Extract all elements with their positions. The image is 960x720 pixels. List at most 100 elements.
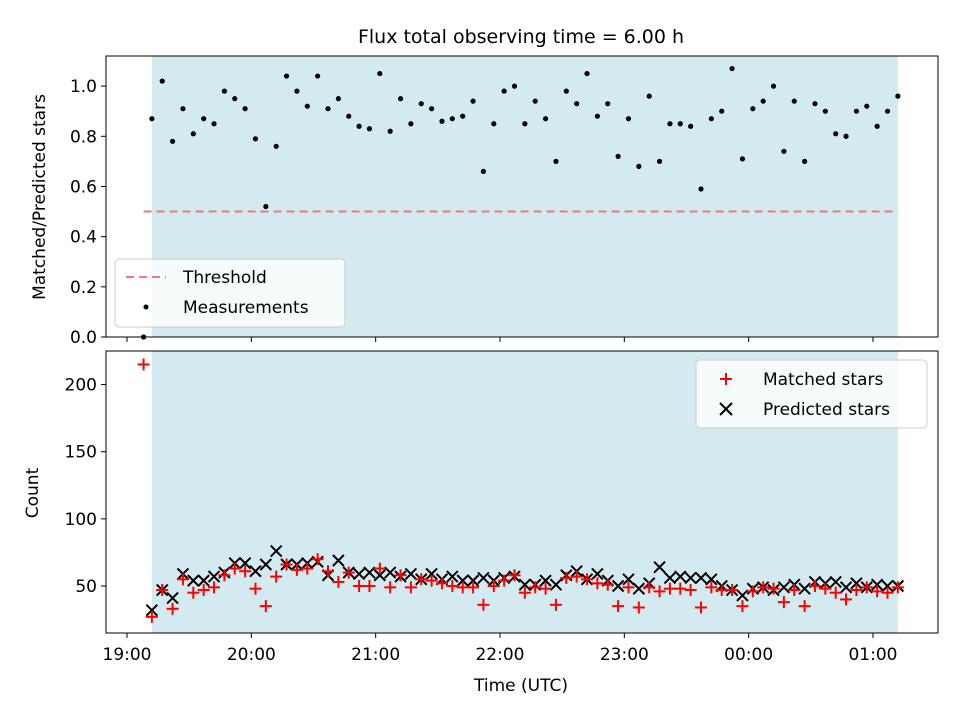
matched-star-point: [137, 358, 150, 371]
measurement-point: [211, 121, 217, 127]
x-tick-label: 22:00: [475, 645, 524, 665]
measurement-point: [429, 106, 435, 112]
measurement-point: [884, 108, 891, 114]
matched-star-point: [259, 600, 272, 613]
measurement-point: [563, 88, 569, 94]
predicted-star-point: [632, 582, 646, 595]
y-tick-label: 100: [65, 510, 97, 530]
measurement-point: [719, 108, 725, 114]
measurement-point: [294, 88, 300, 94]
y-tick-label: 150: [65, 443, 97, 463]
predicted-star-point: [425, 567, 438, 581]
matched-star-point: [425, 574, 438, 587]
matched-star-point: [757, 581, 770, 594]
matched-star-point: [798, 600, 811, 613]
predicted-star-point: [187, 574, 200, 587]
predicted-star-point: [518, 578, 532, 591]
matched-star-point: [404, 581, 417, 594]
measurement-point: [770, 83, 777, 89]
measurement-point: [605, 101, 611, 107]
predicted-star-point: [549, 578, 563, 591]
top-y-axis-label: Matched/Predicted stars: [30, 94, 50, 300]
matched-star-point: [228, 562, 241, 575]
matched-star-point: [777, 596, 790, 609]
predicted-star-point: [622, 573, 635, 586]
matched-star-point: [280, 558, 293, 571]
y-tick-label: 1.0: [70, 77, 97, 97]
matched-star-point: [498, 574, 511, 587]
predicted-star-point: [404, 567, 418, 581]
predicted-star-point: [446, 570, 459, 583]
matched-star-point: [384, 581, 397, 594]
matched-star-point: [249, 582, 262, 595]
bottom-legend[interactable]: Matched stars Predicted stars: [695, 359, 928, 429]
y-tick-label: 0.6: [70, 177, 97, 197]
measurement-point: [532, 98, 538, 104]
matched-star-point: [208, 581, 221, 594]
measurement-point: [283, 73, 290, 79]
predicted-star-point: [466, 574, 480, 587]
predicted-star-point: [694, 571, 708, 585]
matched-star-point: [663, 582, 676, 595]
matched-star-point: [446, 580, 459, 592]
measurement-point: [460, 113, 466, 119]
predicted-star-point: [539, 574, 552, 587]
matched-star-point: [591, 577, 604, 590]
matched-star-point: [415, 573, 428, 586]
predicted-star-point: [777, 581, 791, 594]
x-axis-label: Time (UTC): [473, 676, 568, 696]
measurement-point: [346, 113, 352, 119]
predicted-star-point: [674, 570, 687, 583]
measurement-point: [335, 96, 341, 102]
matched-star-point: [622, 581, 635, 594]
measurement-point: [853, 108, 860, 114]
measurement-point: [366, 126, 373, 132]
measurement-points: [140, 65, 901, 340]
matched-star-point: [176, 573, 189, 586]
top-legend-box: [114, 258, 346, 328]
x-tick-label: 20:00: [227, 645, 276, 665]
measurement-point: [667, 121, 673, 127]
matched-star-point: [560, 571, 573, 584]
predicted-star-point: [373, 569, 387, 582]
measurement-point: [470, 98, 476, 104]
matched-star-point: [632, 601, 645, 614]
matched-star-point: [674, 582, 687, 595]
measurement-point: [232, 96, 238, 102]
measurement-point: [252, 136, 259, 142]
legend-measurements-swatch: [143, 304, 149, 310]
predicted-star-point: [363, 566, 376, 579]
matched-stars-points: [137, 358, 904, 623]
x-tick-label: 00:00: [724, 645, 773, 665]
matched-star-point: [736, 600, 749, 613]
matched-star-point: [166, 602, 179, 615]
x-tick-label: 19:00: [103, 645, 152, 665]
measurement-point: [636, 163, 642, 169]
matched-star-point: [705, 581, 718, 594]
matched-star-point: [767, 582, 780, 595]
matched-star-point: [829, 586, 842, 599]
matched-star-point: [695, 601, 708, 614]
matched-star-point: [871, 585, 884, 598]
top-legend[interactable]: Threshold Measurements: [114, 258, 346, 328]
bottom-y-axis: 50 100 150 200: [65, 376, 106, 597]
matched-star-point: [549, 598, 562, 611]
matched-star-point: [218, 569, 231, 582]
matched-star-point: [373, 562, 386, 575]
predicted-star-point: [259, 558, 273, 571]
matched-star-point: [322, 565, 335, 578]
measurement-point: [895, 93, 901, 99]
measurement-point: [201, 116, 207, 122]
predicted-star-point: [269, 544, 283, 558]
bottom-legend-box: [695, 359, 928, 429]
matched-star-point: [239, 565, 252, 578]
measurement-point: [387, 128, 393, 134]
matched-star-point: [819, 582, 832, 595]
measurement-point: [574, 101, 580, 107]
predicted-star-point: [207, 570, 221, 583]
matched-star-point: [643, 581, 656, 594]
predicted-star-point: [850, 577, 863, 590]
measurement-point: [615, 153, 621, 159]
measurement-point: [729, 65, 735, 72]
measurement-point: [315, 73, 321, 79]
